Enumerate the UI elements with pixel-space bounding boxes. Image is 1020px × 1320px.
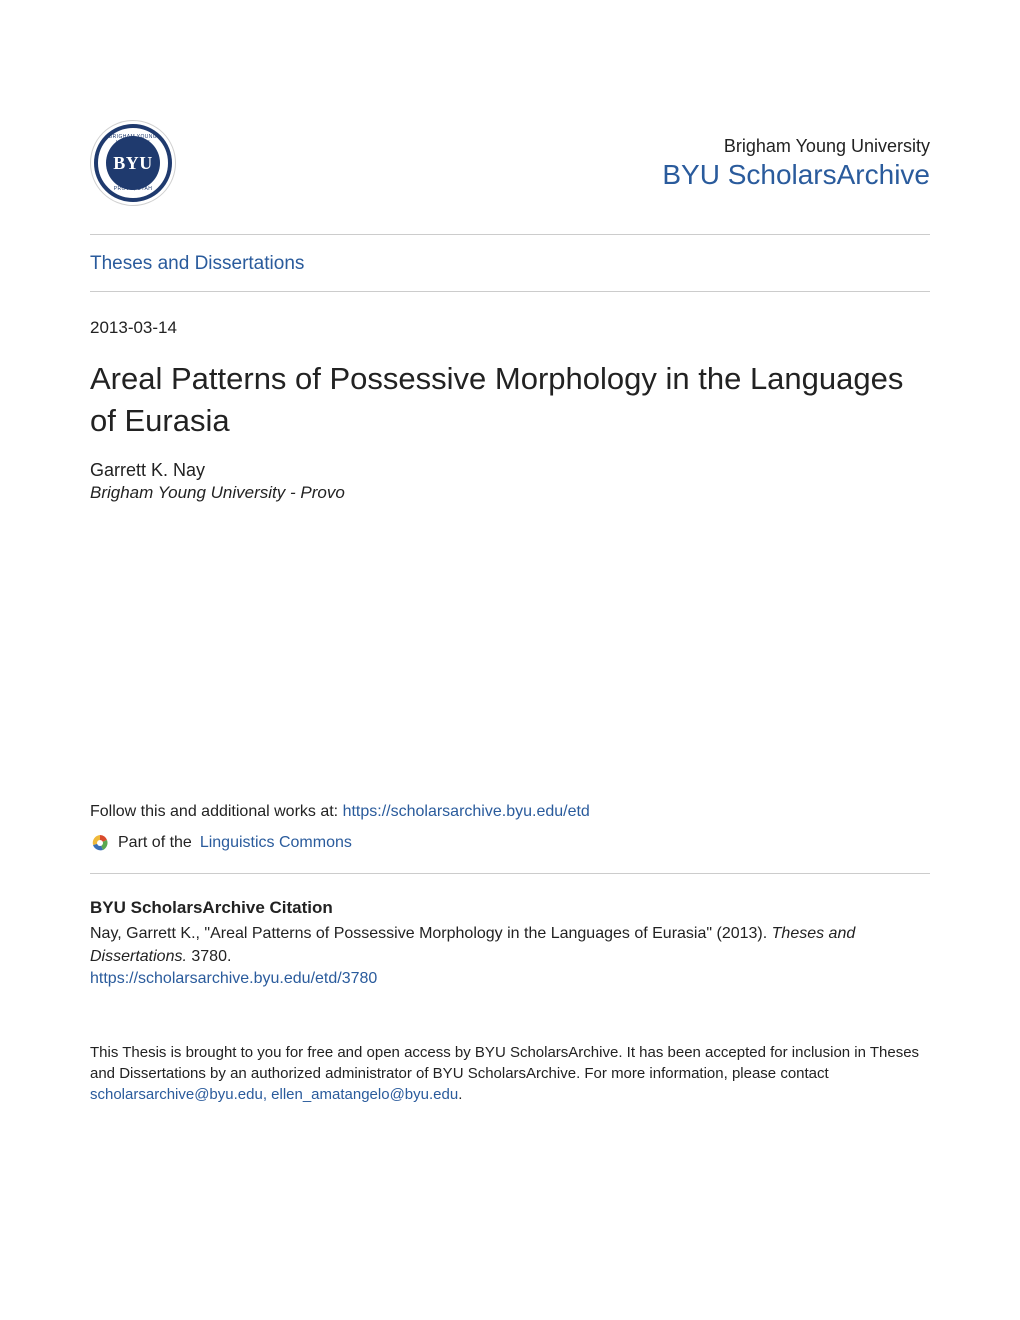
university-name: Brigham Young University [662,136,930,157]
part-of-prefix: Part of the [118,834,192,852]
footer-access-statement: This Thesis is brought to you for free a… [90,1042,930,1105]
follow-works-row: Follow this and additional works at: htt… [90,803,930,821]
citation-text: Nay, Garrett K., "Areal Patterns of Poss… [90,922,930,968]
author-name: Garrett K. Nay [90,460,930,481]
author-affiliation: Brigham Young University - Provo [90,483,930,503]
byu-logo: BRIGHAM YOUNG UNIVERSITY PROVO, UTAH BYU [90,120,176,206]
footer-text-a: This Thesis is brought to you for free a… [90,1044,919,1082]
header-titles: Brigham Young University BYU ScholarsArc… [662,136,930,191]
header: BRIGHAM YOUNG UNIVERSITY PROVO, UTAH BYU… [90,120,930,235]
publication-date: 2013-03-14 [90,292,930,338]
document-title: Areal Patterns of Possessive Morphology … [90,358,930,442]
logo-center-text: BYU [106,136,160,190]
commons-link[interactable]: Linguistics Commons [200,834,352,852]
citation-number: 3780. [187,948,231,965]
citation-heading: BYU ScholarsArchive Citation [90,898,930,918]
commons-network-icon [90,833,110,853]
footer-text-b: . [458,1086,462,1103]
archive-link[interactable]: BYU ScholarsArchive [662,159,930,191]
collection-link[interactable]: Theses and Dissertations [90,253,304,274]
collection-row: Theses and Dissertations [90,235,930,292]
follow-url-link[interactable]: https://scholarsarchive.byu.edu/etd [343,803,590,820]
follow-prefix: Follow this and additional works at: [90,803,343,820]
citation-url-link[interactable]: https://scholarsarchive.byu.edu/etd/3780 [90,970,930,988]
footer-contact-email[interactable]: scholarsarchive@byu.edu, ellen_amatangel… [90,1086,458,1103]
part-of-row: Part of the Linguistics Commons [90,833,930,874]
citation-author-segment: Nay, Garrett K., "Areal Patterns of Poss… [90,925,772,942]
page-container: BRIGHAM YOUNG UNIVERSITY PROVO, UTAH BYU… [0,0,1020,1320]
